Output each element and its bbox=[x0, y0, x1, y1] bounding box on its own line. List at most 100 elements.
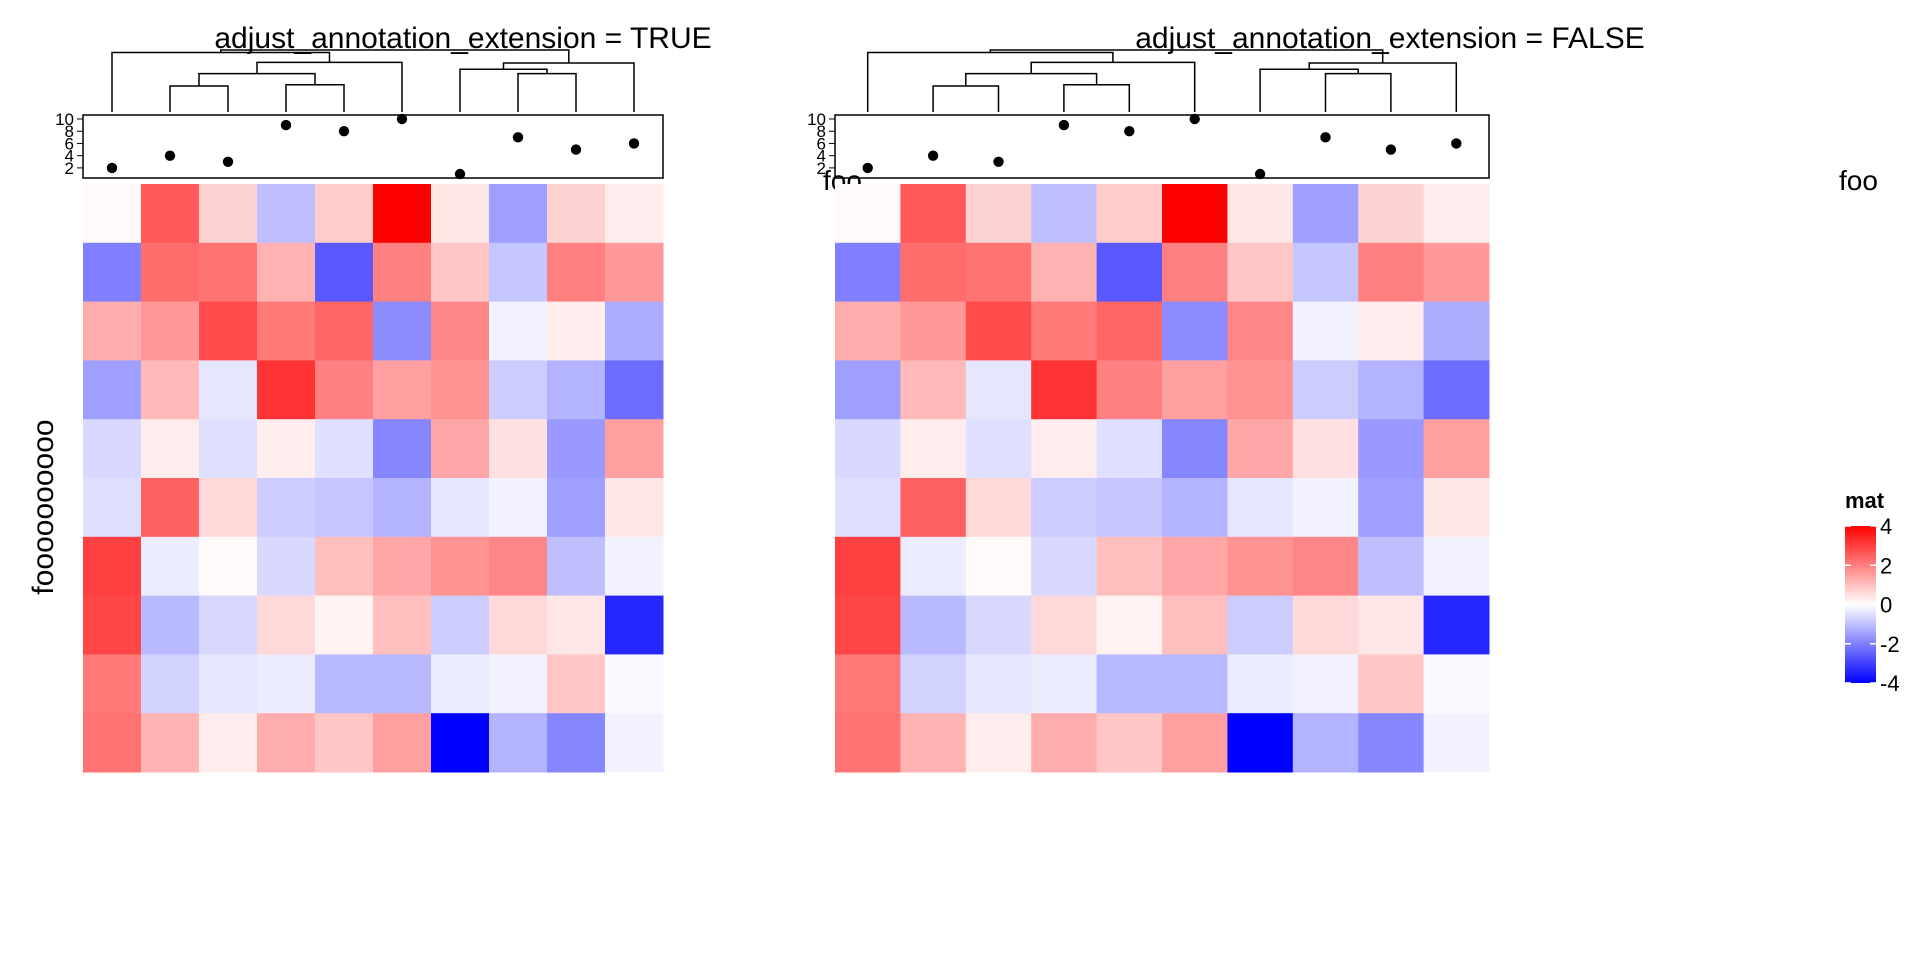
annotation-point bbox=[1124, 126, 1135, 137]
heatmap-cell bbox=[83, 242, 142, 303]
heatmap-cell bbox=[431, 242, 490, 303]
heatmap-cell bbox=[315, 419, 374, 479]
annotation-tick-label: 2 bbox=[65, 159, 74, 178]
legend: 4 2 0 -2 -4 bbox=[1845, 514, 1900, 696]
legend-tick-label: 0 bbox=[1880, 593, 1892, 618]
heatmap-cell bbox=[431, 654, 490, 714]
heatmap-cell bbox=[1096, 301, 1163, 361]
heatmap-cell bbox=[1358, 595, 1425, 655]
heatmap-cell bbox=[489, 478, 548, 538]
heatmap-cell bbox=[199, 713, 258, 773]
heatmap-cell bbox=[1423, 301, 1490, 361]
heatmap-cell bbox=[835, 360, 901, 420]
dendrogram-branch bbox=[256, 61, 403, 112]
column-dendrogram bbox=[866, 49, 1458, 112]
heatmap-cell bbox=[1423, 536, 1490, 597]
row-title: foooooooooo bbox=[27, 419, 60, 594]
annotation-point bbox=[338, 126, 350, 137]
heatmap-cell bbox=[1096, 536, 1163, 597]
heatmap-cell bbox=[1292, 654, 1359, 714]
heatmap-cell bbox=[1031, 536, 1098, 597]
heatmap-cell bbox=[431, 360, 490, 420]
heatmap-cell bbox=[373, 301, 432, 361]
heatmap-cell bbox=[1292, 478, 1359, 538]
heatmap-cell bbox=[1358, 301, 1425, 361]
heatmap-cell bbox=[900, 536, 967, 597]
annotation-point bbox=[1320, 132, 1331, 143]
heatmap-cell bbox=[1031, 478, 1098, 538]
heatmap-cell bbox=[1227, 360, 1294, 420]
annotation-point bbox=[164, 150, 176, 161]
heatmap-cell bbox=[431, 301, 490, 361]
dendrogram-branch bbox=[169, 85, 229, 112]
heatmap-cell bbox=[965, 478, 1032, 538]
heatmap-cell bbox=[141, 478, 200, 538]
heatmap-cell bbox=[1292, 184, 1359, 244]
heatmap-cell bbox=[315, 478, 374, 538]
heatmap-cell bbox=[900, 184, 967, 244]
heatmap-cell bbox=[965, 360, 1032, 420]
heatmap-cell bbox=[1423, 595, 1490, 655]
heatmap-cell bbox=[1031, 184, 1098, 244]
legend-tick-label: -2 bbox=[1880, 632, 1900, 657]
heatmap-cell bbox=[141, 654, 200, 714]
heatmap-cell bbox=[1031, 360, 1098, 420]
heatmap-cell bbox=[605, 478, 664, 538]
heatmap-cell bbox=[373, 654, 432, 714]
annotation-point bbox=[454, 168, 466, 180]
heatmap-cell bbox=[257, 301, 316, 361]
heatmap-cell bbox=[1227, 184, 1294, 244]
annotation-point bbox=[570, 144, 582, 155]
heatmap-cell bbox=[835, 301, 901, 361]
annotation-point bbox=[993, 156, 1004, 167]
dendrogram-branch bbox=[1259, 68, 1359, 112]
heatmap-cell bbox=[489, 184, 548, 244]
heatmap-cell bbox=[431, 184, 490, 244]
heatmap-cell bbox=[489, 536, 548, 597]
heatmap-cell bbox=[257, 654, 316, 714]
dendrogram-branch bbox=[932, 85, 1000, 112]
heatmap-cell bbox=[1162, 654, 1228, 714]
dendrogram-branch bbox=[1308, 62, 1458, 112]
heatmap-cell bbox=[257, 360, 316, 420]
heatmap-cell bbox=[547, 595, 606, 655]
heatmap-cell bbox=[1358, 360, 1425, 420]
heatmap-cell bbox=[489, 301, 548, 361]
annotation-point bbox=[396, 113, 408, 125]
heatmap-cell bbox=[900, 478, 967, 538]
heatmap-cell bbox=[199, 301, 258, 361]
heatmap-cell bbox=[257, 478, 316, 538]
dendrogram-branch bbox=[517, 72, 577, 112]
heatmap-cell bbox=[315, 360, 374, 420]
heatmap-cell bbox=[373, 713, 432, 773]
heatmap-cell bbox=[547, 360, 606, 420]
heatmap-cell bbox=[605, 713, 664, 773]
heatmap-cell bbox=[605, 184, 664, 244]
heatmap-cell bbox=[141, 595, 200, 655]
heatmap-cell bbox=[1031, 301, 1098, 361]
heatmap-cell bbox=[1423, 419, 1490, 479]
heatmap-cell bbox=[605, 301, 664, 361]
annotation-point bbox=[1058, 119, 1070, 131]
heatmap-cell bbox=[141, 536, 200, 597]
heatmap-cell bbox=[373, 184, 432, 244]
heatmap-cell bbox=[547, 184, 606, 244]
heatmap-cell bbox=[141, 242, 200, 303]
annotation-point bbox=[106, 162, 118, 174]
heatmap-cell bbox=[257, 419, 316, 479]
heatmap-cell bbox=[1358, 713, 1425, 773]
heatmap-cell bbox=[141, 419, 200, 479]
heatmap-cell bbox=[835, 595, 901, 655]
heatmap-cell bbox=[489, 242, 548, 303]
heatmap-cell bbox=[1292, 536, 1359, 597]
heatmap-cell bbox=[1162, 301, 1228, 361]
heatmap-cell bbox=[373, 360, 432, 420]
heatmap-cell bbox=[257, 536, 316, 597]
heatmap-cell bbox=[431, 536, 490, 597]
annotation-tick-label: 6 bbox=[65, 134, 74, 153]
heatmap-cell bbox=[1096, 654, 1163, 714]
heatmap-cell bbox=[1423, 654, 1490, 714]
heatmap-cell bbox=[1031, 242, 1098, 303]
